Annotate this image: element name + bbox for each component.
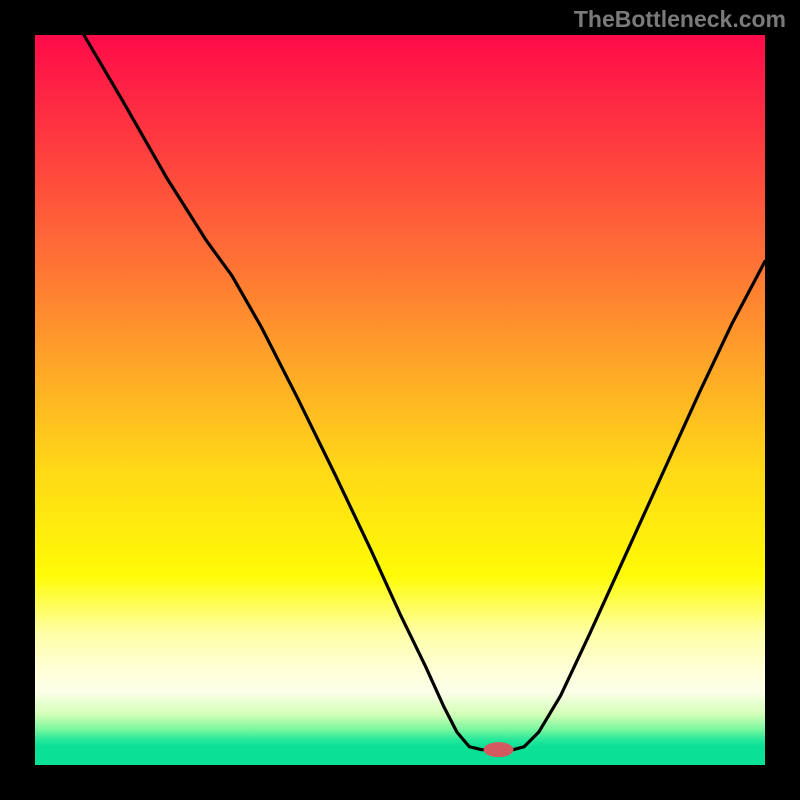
bottleneck-chart (35, 35, 765, 765)
chart-svg (35, 35, 765, 765)
watermark-text: TheBottleneck.com (574, 6, 786, 33)
gradient-background (35, 35, 765, 765)
optimal-point-marker (484, 742, 514, 757)
